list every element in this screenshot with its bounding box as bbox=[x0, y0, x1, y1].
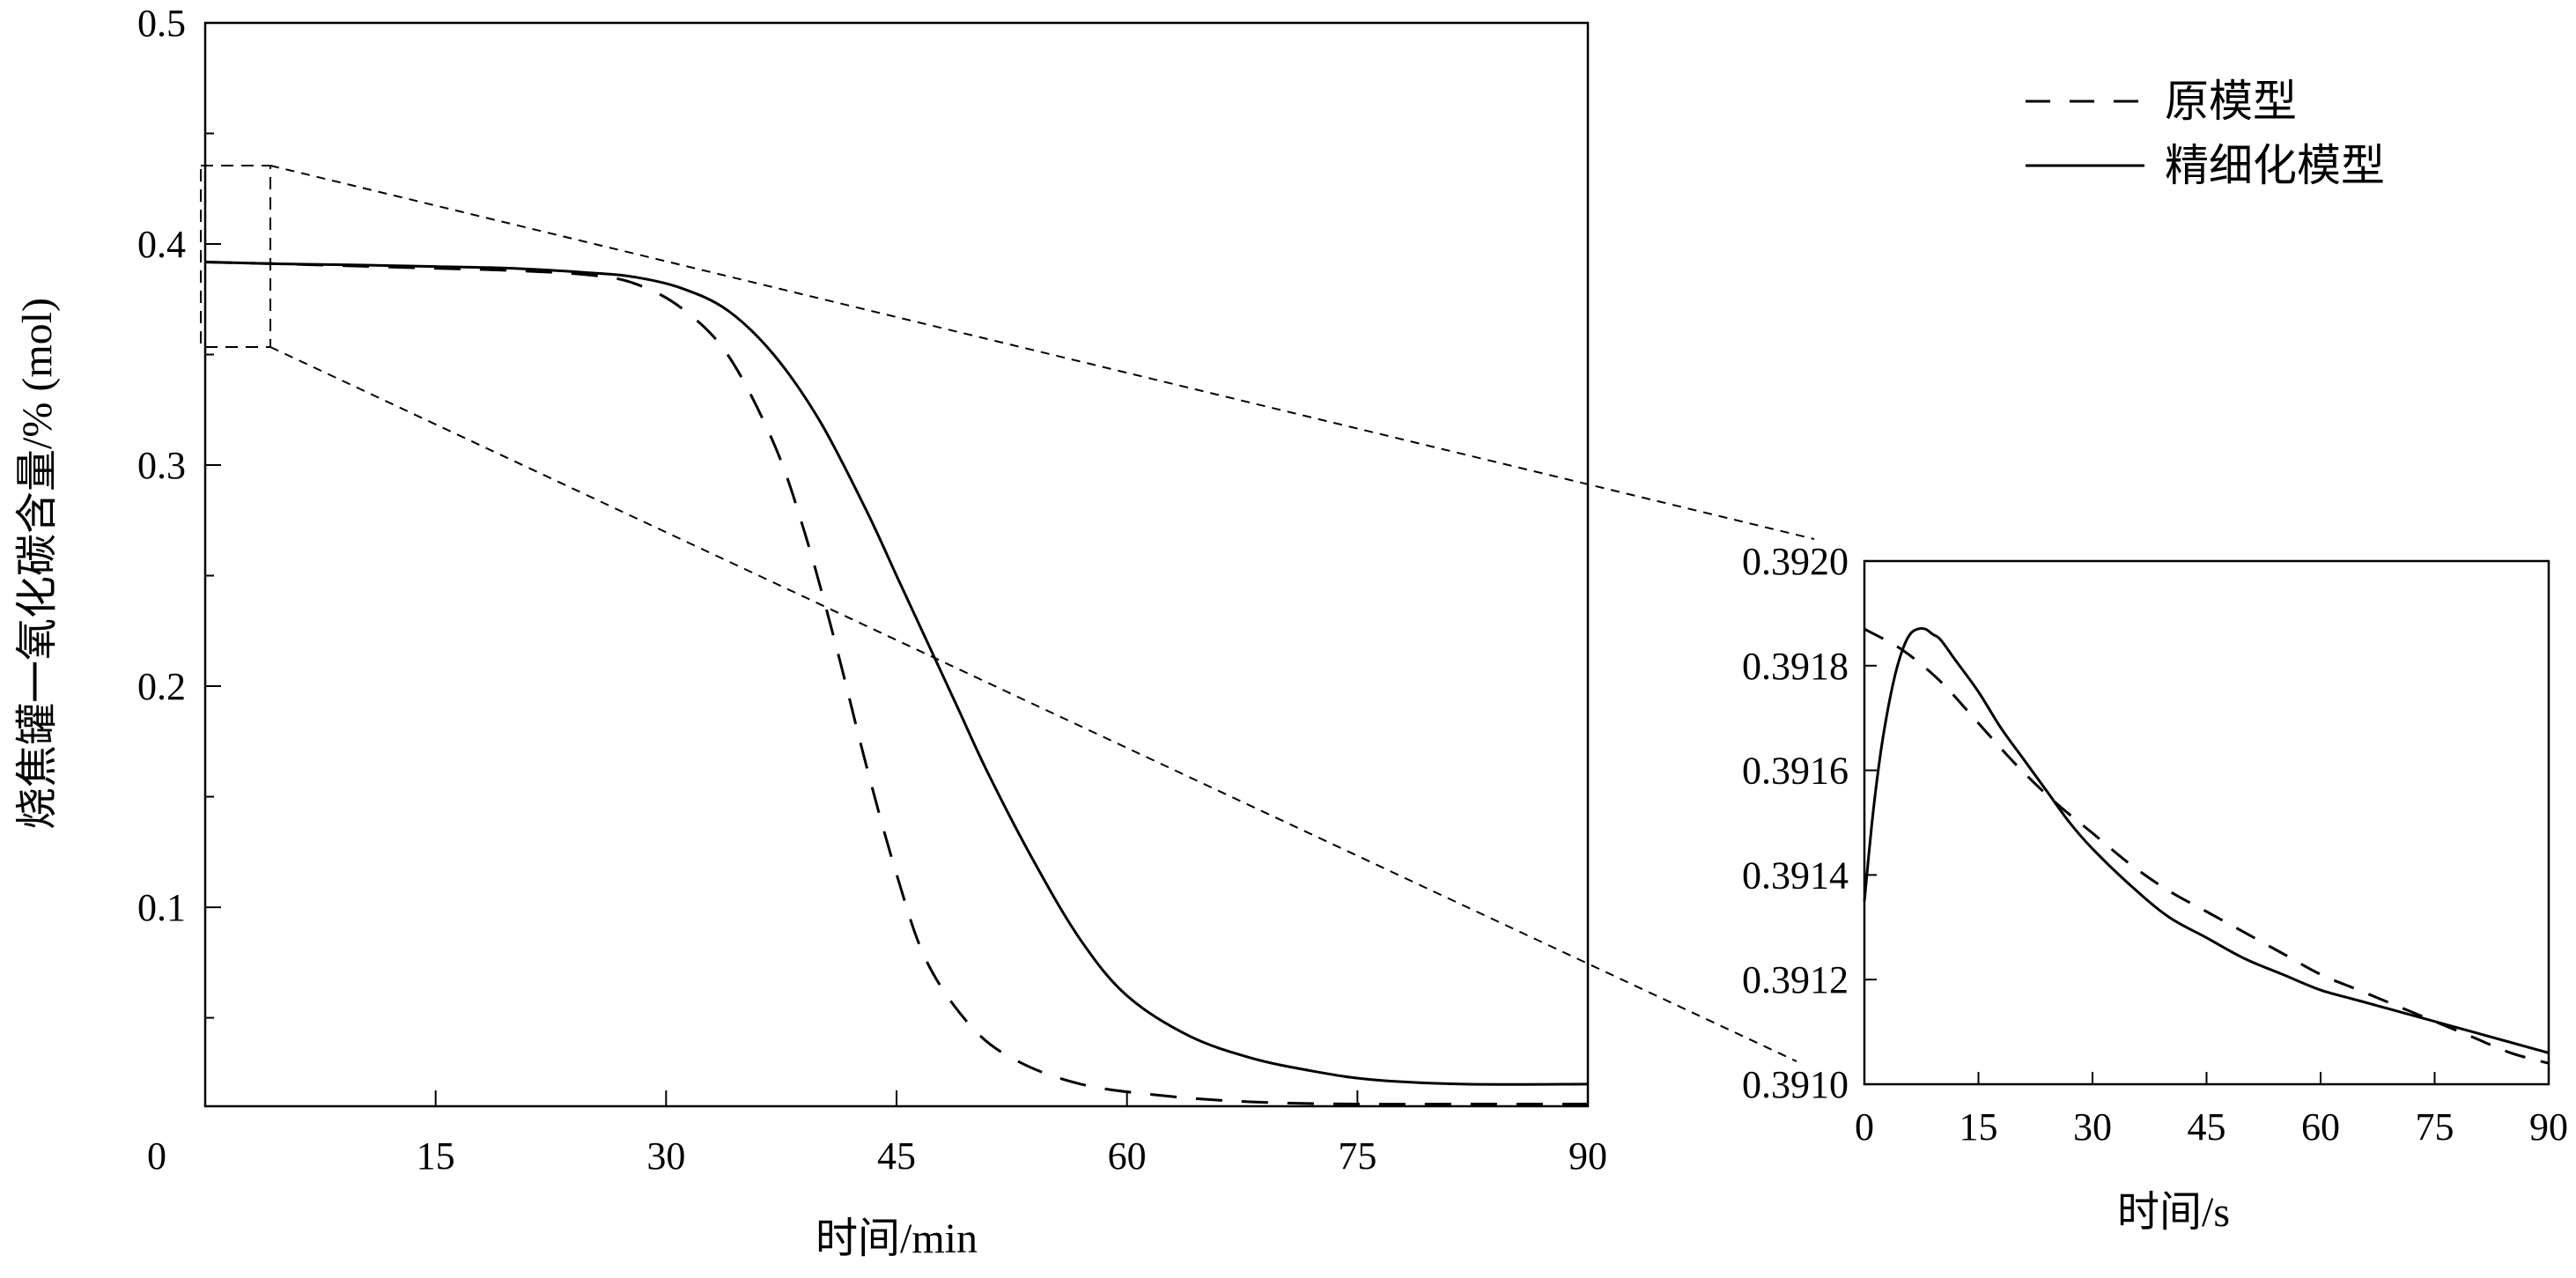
main-series-line-original-model bbox=[204, 261, 1588, 1106]
inset-x-tick-label: 90 bbox=[2529, 1105, 2568, 1149]
main-y-tick-label: 0.2 bbox=[137, 665, 186, 708]
inset-series-line-refined-model bbox=[1863, 626, 2550, 1054]
inset-y-tick-label: 0.3918 bbox=[1742, 645, 1849, 688]
main-series-line-refined-model bbox=[204, 260, 1589, 1086]
inset-x-tick-label: 30 bbox=[2073, 1105, 2112, 1149]
inset-x-tick-label: 0 bbox=[1855, 1105, 1874, 1149]
inset-x-axis-label: 时间/s bbox=[2117, 1189, 2230, 1236]
main-y-tick-label: 0.4 bbox=[137, 223, 186, 266]
inset-y-tick-label: 0.3916 bbox=[1742, 750, 1849, 793]
main-y-tick-label: 0.1 bbox=[137, 886, 186, 929]
inset-x-tick-label: 75 bbox=[2416, 1105, 2454, 1149]
inset-y-tick-label: 0.3914 bbox=[1742, 853, 1849, 897]
main-x-tick-label: 15 bbox=[417, 1134, 455, 1178]
zoom-region-box bbox=[200, 165, 271, 348]
inset-y-ticks: 0.3910 0.3912 0.3914 0.3916 0.3918 0.3920 bbox=[1742, 540, 1877, 1106]
main-y-origin-label: 0 bbox=[147, 1134, 166, 1178]
inset-chart: 0 15 30 45 60 75 90 0.39100.39120.39140.39160.… bbox=[1742, 540, 2568, 1236]
main-y-axis-label: 烧焦罐一氧化碳含量/% (mol) bbox=[14, 298, 61, 830]
main-x-axis-label: 时间/min bbox=[816, 1215, 978, 1262]
main-x-tick-label: 45 bbox=[877, 1134, 916, 1178]
inset-series-layer bbox=[1863, 626, 2550, 1065]
main-plot-frame bbox=[203, 21, 1590, 1108]
legend-label-refined: 精细化模型 bbox=[2165, 141, 2385, 190]
legend-label-original: 原模型 bbox=[2165, 77, 2297, 126]
zoom-connector-layer bbox=[269, 165, 1815, 1062]
zoom-connector-bottom bbox=[269, 346, 1797, 1062]
zoom-connector-top bbox=[269, 165, 1815, 540]
inset-y-tick-label: 0.3910 bbox=[1742, 1063, 1849, 1106]
main-y-ticks: 0.1 0.2 0.3 0.4 0.5 bbox=[137, 2, 221, 1019]
main-x-tick-label: 75 bbox=[1338, 1134, 1377, 1178]
inset-x-ticks: 0 15 30 45 60 75 90 bbox=[1855, 1072, 2568, 1149]
main-series-layer bbox=[204, 260, 1589, 1106]
main-y-tick-label: 0.3 bbox=[137, 444, 186, 487]
main-chart: 15 30 45 60 75 90 0.1 0.2 0.3 0.4 0.5 0 时间/min 烧焦… bbox=[14, 2, 1607, 1262]
inset-x-tick-label: 45 bbox=[2188, 1105, 2226, 1149]
main-x-ticks: 15 30 45 60 75 90 bbox=[417, 1090, 1607, 1178]
inset-x-tick-label: 15 bbox=[1960, 1105, 1998, 1149]
legend: 原模型 精细化模型 bbox=[2026, 77, 2385, 190]
inset-y-tick-label: 0.3920 bbox=[1742, 540, 1849, 583]
inset-plot-frame bbox=[1863, 559, 2550, 1086]
inset-x-tick-label: 60 bbox=[2301, 1105, 2340, 1149]
main-x-tick-label: 60 bbox=[1108, 1134, 1147, 1178]
inset-series-line-original-model bbox=[1864, 627, 2550, 1065]
main-x-tick-label: 30 bbox=[646, 1134, 685, 1178]
main-y-tick-label: 0.5 bbox=[137, 2, 186, 45]
main-x-tick-label: 90 bbox=[1568, 1134, 1607, 1178]
inset-y-tick-label: 0.3912 bbox=[1742, 958, 1849, 1001]
